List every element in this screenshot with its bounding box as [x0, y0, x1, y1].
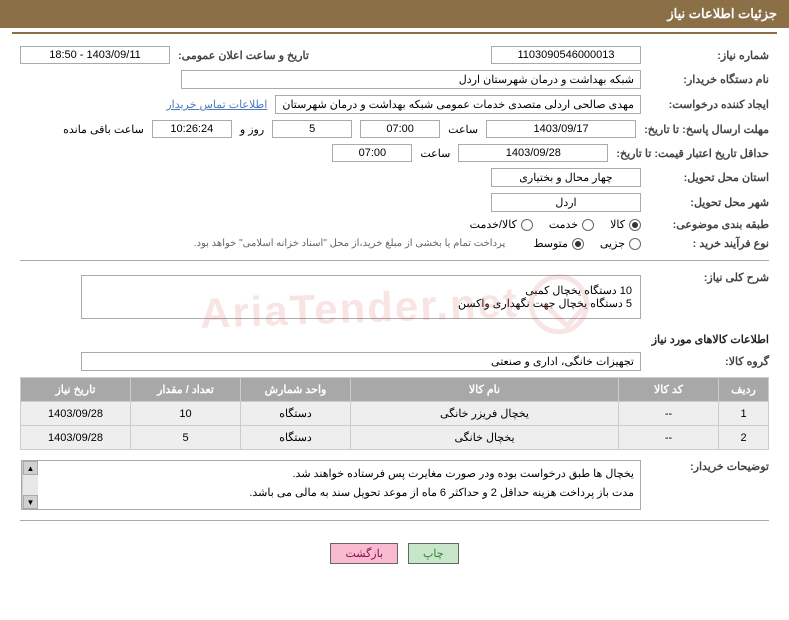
scroll-up-icon[interactable]: ▲ [23, 461, 38, 475]
radio-proc2[interactable]: متوسط [533, 237, 584, 250]
row-city: شهر محل تحویل: اردل [20, 193, 769, 212]
row-requester: ایجاد کننده درخواست: مهدی صالحی اردلی مت… [20, 95, 769, 114]
row-deadline: مهلت ارسال پاسخ: تا تاریخ: 1403/09/17 سا… [20, 120, 769, 138]
process-label: نوع فرآیند خرید : [649, 237, 769, 250]
summary-line1: 10 دستگاه یخچال کمبی [90, 284, 632, 297]
row-province: استان محل تحویل: چهار محال و بختیاری [20, 168, 769, 187]
group-label: گروه کالا: [649, 355, 769, 368]
group-value: تجهیزات خانگی، اداری و صنعتی [81, 352, 641, 371]
summary-label: شرح کلی نیاز: [649, 271, 769, 284]
goods-info-title: اطلاعات کالاهای مورد نیاز [20, 333, 769, 346]
back-button[interactable]: بازگشت [330, 543, 398, 564]
row-summary: شرح کلی نیاز: 10 دستگاه یخچال کمبی 5 دست… [20, 271, 769, 323]
validity-date: 1403/09/28 [458, 144, 608, 162]
announce-date-value: 1403/09/11 - 18:50 [20, 46, 170, 64]
time-label-1: ساعت [448, 123, 478, 136]
province-label: استان محل تحویل: [649, 171, 769, 184]
countdown: 10:26:24 [152, 120, 232, 138]
page-title: جزئیات اطلاعات نیاز [667, 6, 777, 21]
table-row: 1 -- یخچال فریزر خانگی دستگاه 10 1403/09… [21, 402, 769, 426]
th-unit: واحد شمارش [241, 378, 351, 402]
th-name: نام کالا [351, 378, 619, 402]
scrollbar[interactable]: ▲ ▼ [22, 461, 38, 509]
validity-time: 07:00 [332, 144, 412, 162]
payment-note: پرداخت تمام یا بخشی از مبلغ خرید،از محل … [194, 238, 506, 249]
th-code: کد کالا [619, 378, 719, 402]
button-area: چاپ بازگشت [20, 531, 769, 576]
row-notes: توضیحات خریدار: یخچال ها طبق درخواست بود… [20, 460, 769, 510]
category-radio-group: کالا خدمت کالا/خدمت [470, 218, 641, 231]
notes-box: یخچال ها طبق درخواست بوده ودر صورت مغایر… [21, 460, 641, 510]
city-label: شهر محل تحویل: [649, 196, 769, 209]
notes-label: توضیحات خریدار: [649, 460, 769, 473]
province-value: چهار محال و بختیاری [491, 168, 641, 187]
buyer-label: نام دستگاه خریدار: [649, 73, 769, 86]
announce-date-label: تاریخ و ساعت اعلان عمومی: [178, 49, 309, 62]
divider-2 [20, 520, 769, 521]
time-label-2: ساعت [420, 147, 450, 160]
print-button[interactable]: چاپ [408, 543, 459, 564]
row-process: نوع فرآیند خرید : جزیی متوسط پرداخت تمام… [20, 237, 769, 250]
goods-table: ردیف کد کالا نام کالا واحد شمارش تعداد /… [20, 377, 769, 450]
divider-1 [20, 260, 769, 261]
scroll-down-icon[interactable]: ▼ [23, 495, 38, 509]
row-buyer: نام دستگاه خریدار: شبکه بهداشت و درمان ش… [20, 70, 769, 89]
requester-value: مهدی صالحی اردلی متصدی خدمات عمومی شبکه … [275, 95, 641, 114]
row-validity: حداقل تاریخ اعتبار قیمت: تا تاریخ: 1403/… [20, 144, 769, 162]
days-value: 5 [272, 120, 352, 138]
need-number-label: شماره نیاز: [649, 49, 769, 62]
row-category: طبقه بندی موضوعی: کالا خدمت کالا/خدمت [20, 218, 769, 231]
category-label: طبقه بندی موضوعی: [649, 218, 769, 231]
requester-label: ایجاد کننده درخواست: [649, 98, 769, 111]
deadline-label: مهلت ارسال پاسخ: تا تاریخ: [644, 123, 769, 136]
buyer-value: شبکه بهداشت و درمان شهرستان اردل [181, 70, 641, 89]
row-group: گروه کالا: تجهیزات خانگی، اداری و صنعتی [20, 352, 769, 371]
notes-line2: مدت باز پرداخت هزینه حداقل 2 و حداکثر 6 … [28, 486, 634, 499]
notes-line1: یخچال ها طبق درخواست بوده ودر صورت مغایر… [28, 467, 634, 480]
separator-line [12, 32, 777, 34]
table-header-row: ردیف کد کالا نام کالا واحد شمارش تعداد /… [21, 378, 769, 402]
page-header: جزئیات اطلاعات نیاز [0, 0, 789, 28]
days-label: روز و [240, 123, 264, 136]
table-row: 2 -- یخچال خانگی دستگاه 5 1403/09/28 [21, 426, 769, 450]
th-date: تاریخ نیاز [21, 378, 131, 402]
radio-cat2[interactable]: خدمت [549, 218, 594, 231]
deadline-time: 07:00 [360, 120, 440, 138]
validity-label: حداقل تاریخ اعتبار قیمت: تا تاریخ: [616, 147, 769, 160]
contact-link[interactable]: اطلاعات تماس خریدار [166, 98, 267, 111]
deadline-date: 1403/09/17 [486, 120, 636, 138]
row-need-number: شماره نیاز: 1103090546000013 تاریخ و ساع… [20, 46, 769, 64]
radio-cat1[interactable]: کالا [610, 218, 641, 231]
summary-box: 10 دستگاه یخچال کمبی 5 دستگاه یخچال جهت … [81, 275, 641, 319]
need-number-value: 1103090546000013 [491, 46, 641, 64]
summary-line2: 5 دستگاه یخچال جهت نگهداری واکسن [90, 297, 632, 310]
city-value: اردل [491, 193, 641, 212]
th-row: ردیف [719, 378, 769, 402]
radio-cat3[interactable]: کالا/خدمت [470, 218, 533, 231]
th-qty: تعداد / مقدار [131, 378, 241, 402]
process-radio-group: جزیی متوسط [533, 237, 641, 250]
radio-proc1[interactable]: جزیی [600, 237, 641, 250]
remain-label: ساعت باقی مانده [63, 123, 144, 136]
